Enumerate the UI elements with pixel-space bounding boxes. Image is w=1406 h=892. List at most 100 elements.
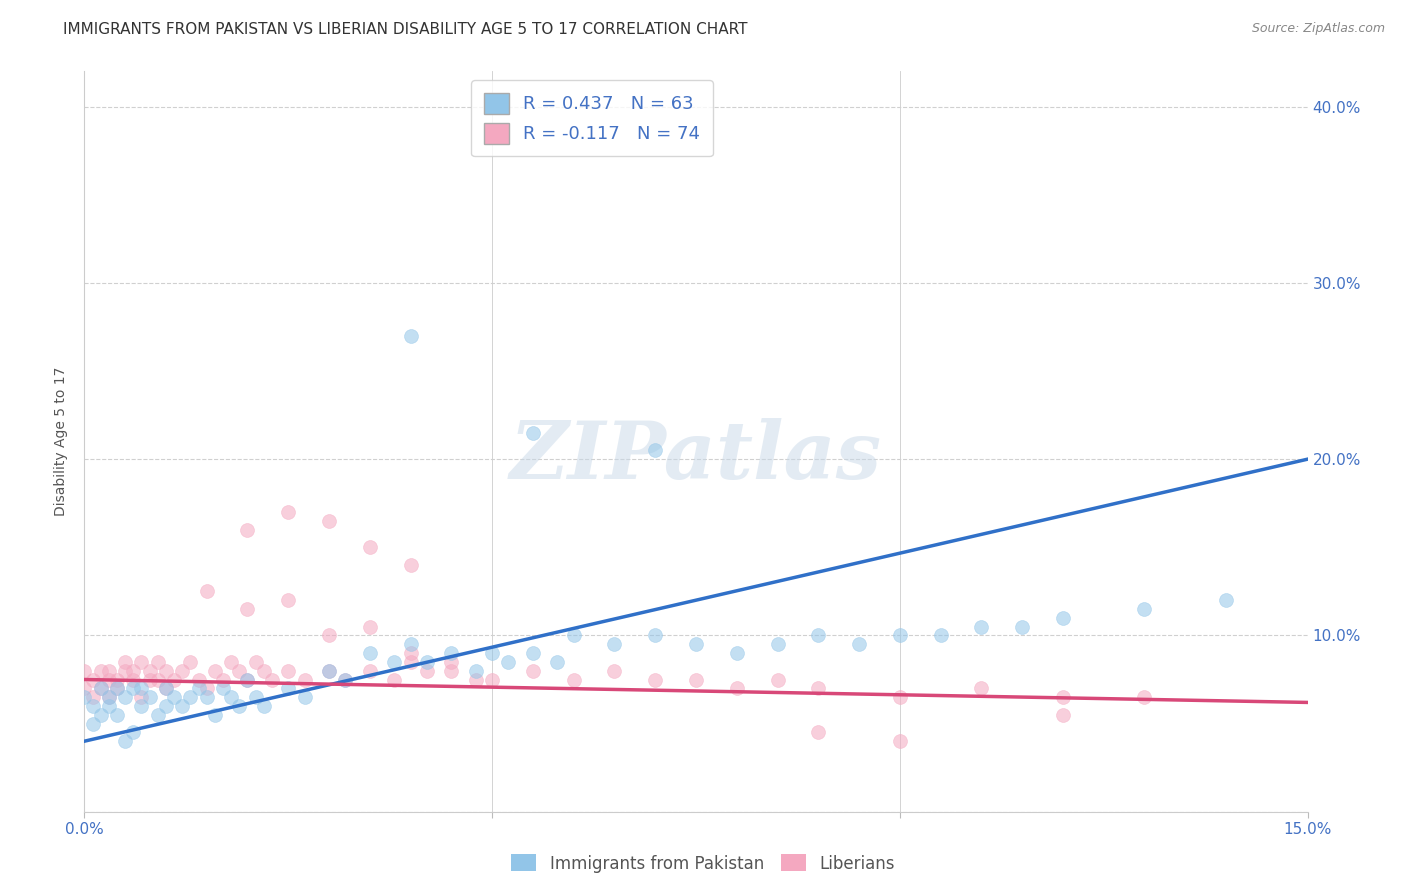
Point xyxy=(204,664,226,678)
Point xyxy=(90,707,112,722)
Text: Source: ZipAtlas.com: Source: ZipAtlas.com xyxy=(1251,22,1385,36)
Point xyxy=(131,698,153,713)
Point xyxy=(219,690,242,705)
Point xyxy=(481,673,503,687)
Point xyxy=(204,707,226,722)
Point xyxy=(399,655,422,669)
Point xyxy=(219,655,242,669)
Point xyxy=(236,523,259,537)
Point xyxy=(1215,593,1237,607)
Point xyxy=(464,673,486,687)
Point xyxy=(82,673,104,687)
Point xyxy=(138,664,160,678)
Point xyxy=(1052,611,1074,625)
Point xyxy=(294,673,316,687)
Point xyxy=(644,443,666,458)
Point xyxy=(277,664,299,678)
Point xyxy=(464,664,486,678)
Point xyxy=(114,664,136,678)
Legend: R = 0.437   N = 63, R = -0.117   N = 74: R = 0.437 N = 63, R = -0.117 N = 74 xyxy=(471,80,713,156)
Point xyxy=(260,673,283,687)
Point xyxy=(97,664,120,678)
Point xyxy=(318,628,340,642)
Point xyxy=(382,673,405,687)
Point xyxy=(122,664,145,678)
Point xyxy=(685,637,707,651)
Point xyxy=(1011,619,1033,633)
Point xyxy=(114,655,136,669)
Point xyxy=(97,698,120,713)
Point xyxy=(562,673,585,687)
Point xyxy=(481,646,503,660)
Point xyxy=(90,681,112,696)
Point xyxy=(236,673,259,687)
Point xyxy=(498,655,520,669)
Point xyxy=(131,655,153,669)
Point xyxy=(195,681,218,696)
Point xyxy=(546,655,568,669)
Point xyxy=(603,664,626,678)
Point xyxy=(195,690,218,705)
Point xyxy=(889,690,911,705)
Point xyxy=(807,725,830,739)
Point xyxy=(228,698,250,713)
Point xyxy=(807,681,830,696)
Point xyxy=(195,584,218,599)
Y-axis label: Disability Age 5 to 17: Disability Age 5 to 17 xyxy=(55,367,69,516)
Point xyxy=(90,681,112,696)
Point xyxy=(970,619,993,633)
Point xyxy=(236,602,259,616)
Point xyxy=(97,690,120,705)
Point xyxy=(146,673,169,687)
Point xyxy=(399,328,422,343)
Point xyxy=(277,505,299,519)
Point xyxy=(440,664,463,678)
Point xyxy=(807,628,830,642)
Point xyxy=(163,673,186,687)
Point xyxy=(335,673,357,687)
Point xyxy=(562,628,585,642)
Point xyxy=(644,628,666,642)
Point xyxy=(122,673,145,687)
Point xyxy=(82,716,104,731)
Point xyxy=(146,655,169,669)
Point xyxy=(359,664,381,678)
Point xyxy=(359,541,381,555)
Legend: Immigrants from Pakistan, Liberians: Immigrants from Pakistan, Liberians xyxy=(505,847,901,880)
Point xyxy=(522,664,544,678)
Point xyxy=(155,698,177,713)
Point xyxy=(138,690,160,705)
Point xyxy=(848,637,870,651)
Point xyxy=(522,646,544,660)
Point xyxy=(277,681,299,696)
Point xyxy=(318,664,340,678)
Point xyxy=(73,681,96,696)
Point xyxy=(155,664,177,678)
Point xyxy=(318,664,340,678)
Point xyxy=(82,690,104,705)
Point xyxy=(1133,602,1156,616)
Point xyxy=(114,734,136,748)
Point xyxy=(603,637,626,651)
Point xyxy=(399,646,422,660)
Point xyxy=(522,425,544,440)
Point xyxy=(73,690,96,705)
Point xyxy=(245,655,267,669)
Point xyxy=(105,681,128,696)
Point xyxy=(172,698,194,713)
Point xyxy=(122,681,145,696)
Point xyxy=(929,628,952,642)
Point xyxy=(179,655,201,669)
Point xyxy=(228,664,250,678)
Point xyxy=(90,664,112,678)
Text: ZIPatlas: ZIPatlas xyxy=(510,417,882,495)
Point xyxy=(970,681,993,696)
Point xyxy=(318,514,340,528)
Point xyxy=(131,681,153,696)
Point xyxy=(766,637,789,651)
Point xyxy=(416,664,439,678)
Point xyxy=(335,673,357,687)
Point xyxy=(889,628,911,642)
Point xyxy=(359,646,381,660)
Point xyxy=(253,698,276,713)
